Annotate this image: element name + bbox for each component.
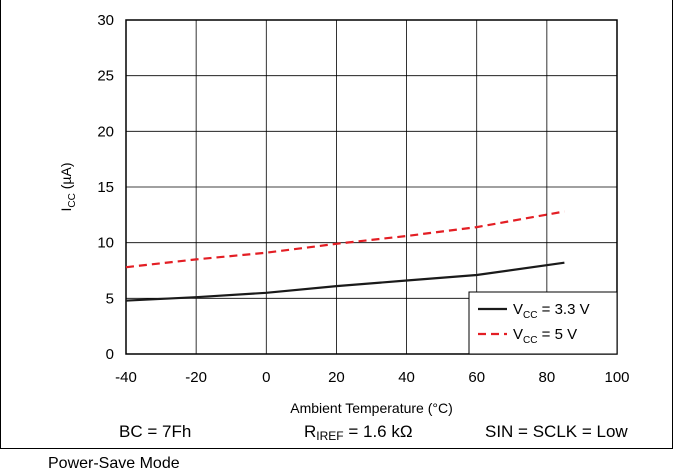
legend-1-sub: CC: [523, 335, 537, 346]
legend-1-rest: = 5 V: [537, 326, 577, 343]
y-tick-label: 15: [97, 179, 114, 196]
icc-vs-temperature-chart: -40 -20 0 20 40 60 80 100 0 5 10 15 20 25 30 Ambient T…: [58, 12, 630, 416]
y-axis-label-unit: (µA): [58, 163, 74, 194]
x-tick-label: 60: [468, 369, 485, 386]
legend-0-sub: CC: [523, 310, 537, 321]
mode-label: Power-Save Mode: [48, 455, 180, 472]
x-tick-label: 100: [604, 369, 629, 386]
y-tick-label: 5: [106, 290, 114, 307]
legend-label-vcc-5v: VCC = 5 V: [513, 326, 577, 346]
legend-box: [468, 291, 618, 355]
x-tick-label: 40: [398, 369, 415, 386]
series-layer: [125, 210, 565, 302]
condition-riref-main: R: [304, 422, 317, 441]
x-tick-label: 80: [539, 369, 556, 386]
y-tick-label: 20: [97, 123, 114, 140]
x-tick-label: -20: [185, 369, 207, 386]
condition-riref-rest: = 1.6 kΩ: [343, 422, 413, 441]
series-line-0: [125, 261, 565, 302]
condition-bc: BC = 7Fh: [119, 422, 192, 441]
x-tick-label: -40: [115, 369, 137, 386]
y-tick-label: 10: [97, 235, 114, 252]
x-tick-label: 0: [262, 369, 270, 386]
legend-1-main: V: [513, 326, 523, 343]
y-tick-label: 30: [97, 12, 114, 29]
y-tick-label: 25: [97, 68, 114, 85]
legend-0-rest: = 3.3 V: [537, 301, 589, 318]
x-axis-label: Ambient Temperature (°C): [290, 400, 453, 416]
y-tick-label: 0: [106, 346, 114, 363]
legend: VCC = 3.3 V VCC = 5 V: [468, 291, 618, 355]
tick-labels: -40 -20 0 20 40 60 80 100 0 5 10 15 20 25 30: [97, 12, 629, 386]
y-axis-label-main: I: [58, 208, 74, 212]
condition-riref-sub: IREF: [316, 429, 344, 443]
legend-0-main: V: [513, 301, 523, 318]
y-axis-label-sub: CC: [67, 193, 78, 207]
plot-area: [125, 19, 618, 355]
series-line-1: [125, 210, 565, 269]
condition-riref: RIREF = 1.6 kΩ: [304, 422, 413, 443]
y-axis-label: ICC (µA): [58, 163, 78, 212]
grid: [125, 19, 618, 355]
condition-sin-sclk: SIN = SCLK = Low: [485, 422, 628, 441]
legend-label-vcc-3v3: VCC = 3.3 V: [513, 301, 590, 321]
x-tick-label: 20: [328, 369, 345, 386]
